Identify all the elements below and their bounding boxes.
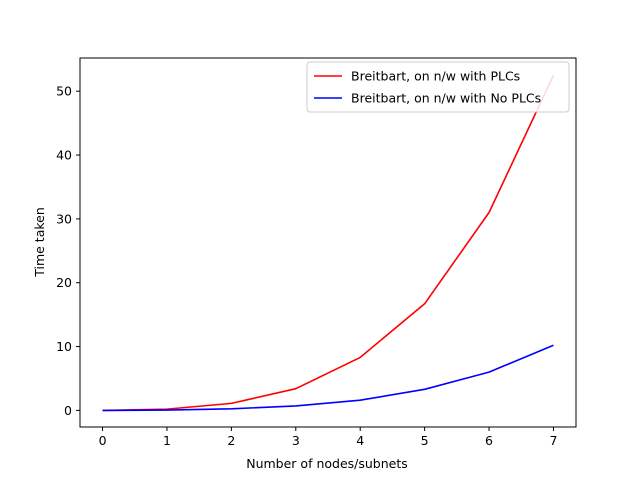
x-tick-label: 5 [421,433,429,448]
x-tick-label: 0 [99,433,107,448]
y-tick-label: 40 [56,148,72,163]
y-axis-label: Time taken [32,207,47,278]
legend-box [306,61,570,113]
series-line-2 [102,344,554,412]
x-axis-label: Number of nodes/subnets [246,456,408,471]
x-tick-label: 4 [356,433,364,448]
legend-label-1: Breitbart, on n/w with PLCs [351,69,520,84]
y-tick-label: 50 [56,84,72,99]
x-tick-label: 1 [163,433,171,448]
plot-frame [79,57,577,428]
x-tick-label: 2 [227,433,235,448]
y-tick-label: 20 [56,275,72,290]
series-line-1 [102,74,555,412]
y-tick-label: 0 [64,403,72,418]
y-tick-label: 10 [56,339,72,354]
legend-label-2: Breitbart, on n/w with No PLCs [351,91,541,106]
x-tick-label: 7 [549,433,557,448]
x-tick-label: 6 [485,433,493,448]
x-tick-label: 3 [292,433,300,448]
y-tick-label: 30 [56,211,72,226]
